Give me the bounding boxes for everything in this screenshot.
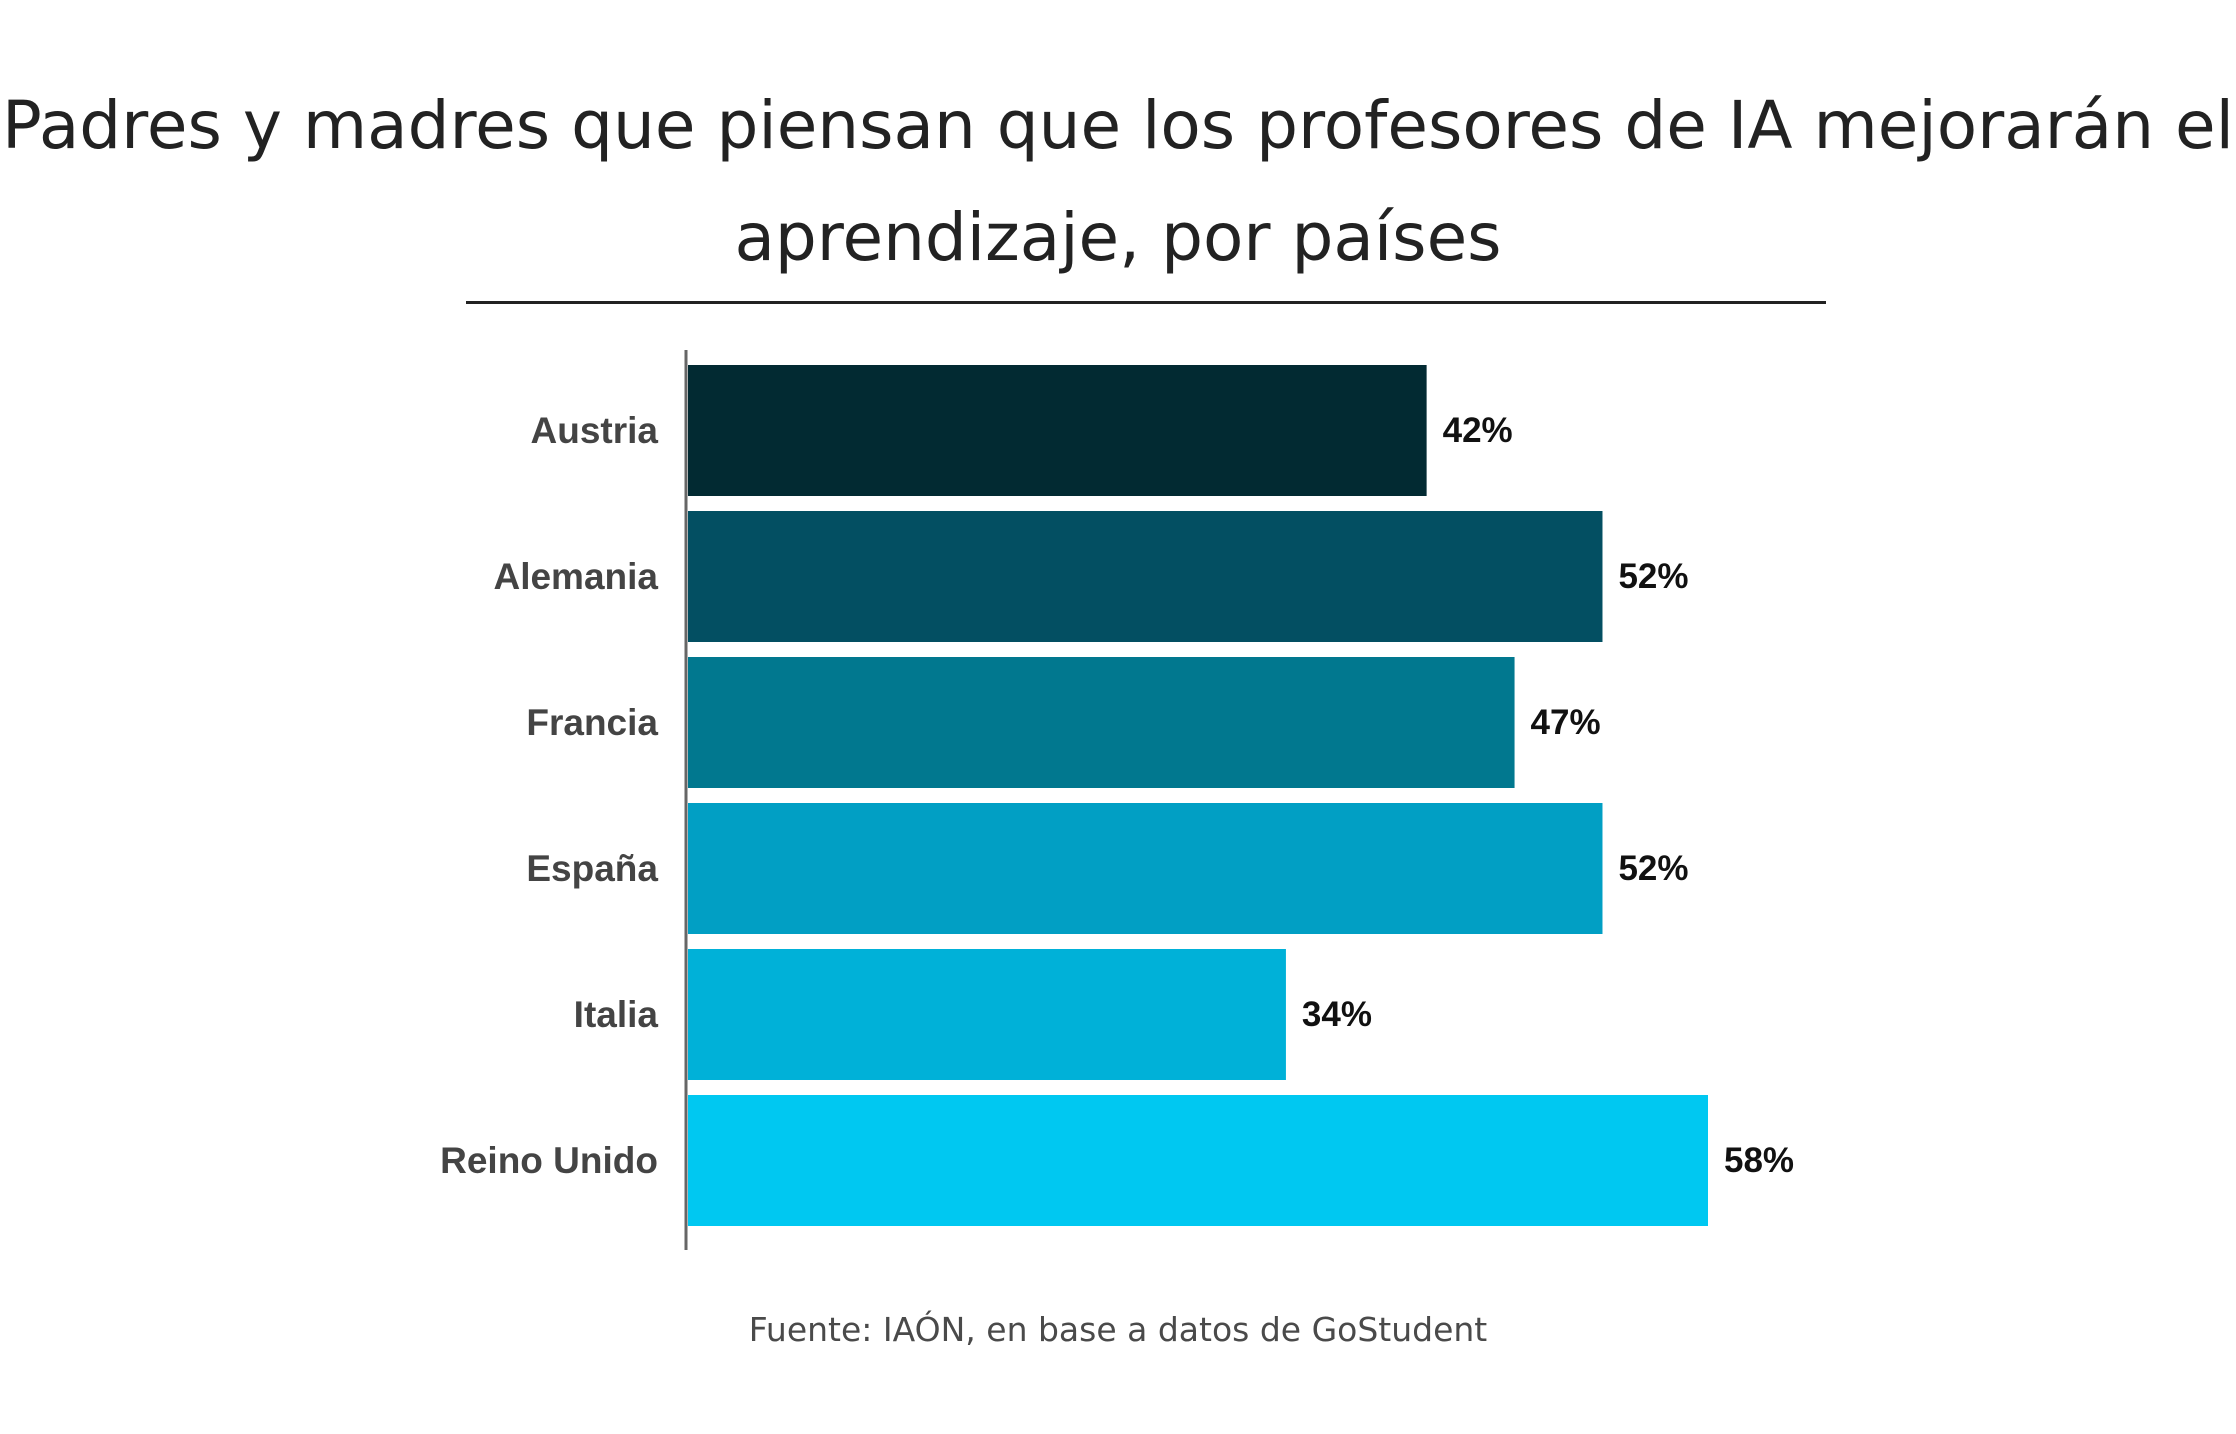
bar-francia [688,657,1515,788]
category-label: Italia [574,994,659,1035]
bar-españa [688,803,1603,934]
bar-austria [688,365,1427,496]
bar-italia [688,949,1286,1080]
category-label: Francia [526,702,658,743]
category-label: España [526,848,658,889]
bars-group: Austria 42% Alemania 52% Francia 47% España 52%… [440,365,1794,1226]
title-divider [466,301,1826,304]
value-label: 58% [1724,1141,1794,1180]
category-label: Alemania [493,556,658,597]
bar-alemania [688,511,1603,642]
value-label: 42% [1443,411,1513,450]
category-label: Reino Unido [440,1140,658,1181]
value-label: 52% [1618,557,1688,596]
value-label: 47% [1531,703,1601,742]
value-label: 52% [1618,849,1688,888]
category-label: Austria [531,410,659,451]
value-label: 34% [1302,995,1372,1034]
bar-reino-unido [688,1095,1708,1226]
chart-title: Padres y madres que piensan que los prof… [2,87,2234,276]
bar-chart: Austria 42% Alemania 52% Francia 47% España 52%… [440,350,1794,1250]
source-note: Fuente: IAÓN, en base a datos de GoStude… [748,1310,1488,1349]
